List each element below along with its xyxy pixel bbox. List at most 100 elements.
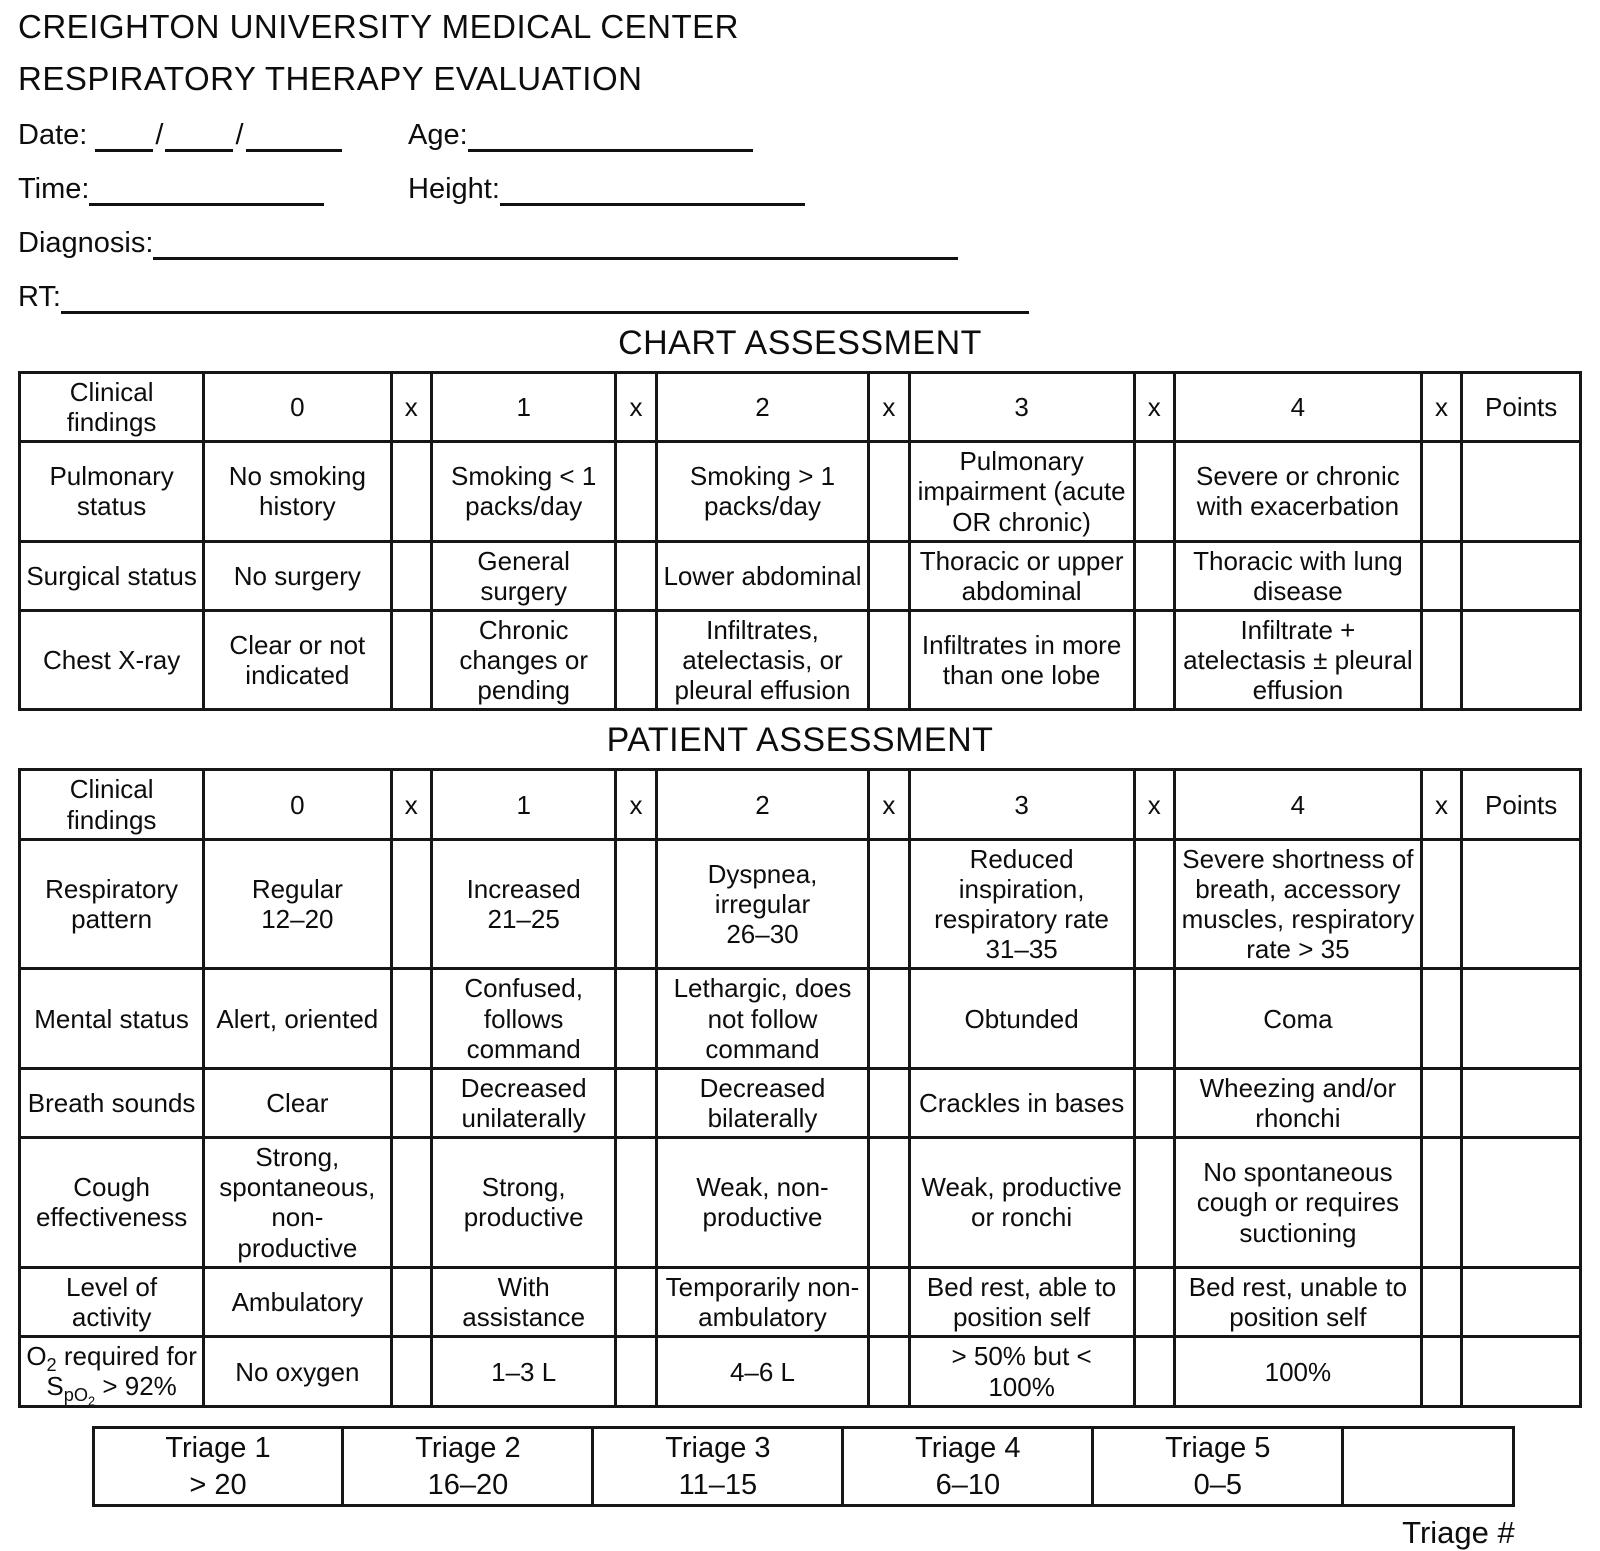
multiplier-input-cell[interactable] xyxy=(614,608,658,712)
multiplier-input-cell[interactable] xyxy=(1419,1136,1464,1269)
col-header-score-4: 4 xyxy=(1173,370,1423,444)
score-description-cell: Strong, productive xyxy=(430,1136,618,1269)
triage-name: Triage 5 xyxy=(1165,1432,1271,1465)
multiplier-input-cell[interactable] xyxy=(1132,440,1177,543)
multiplier-input-cell[interactable] xyxy=(614,837,658,971)
triage-cell: Triage 1 > 20 xyxy=(91,1426,345,1508)
multiplier-input-cell[interactable] xyxy=(1132,837,1177,971)
multiplier-input-cell[interactable] xyxy=(1419,608,1464,712)
multiplier-input-cell[interactable] xyxy=(1132,539,1177,612)
height-blank[interactable] xyxy=(499,172,805,206)
score-description-cell: With assistance xyxy=(430,1265,618,1339)
points-input-cell[interactable] xyxy=(1460,440,1582,543)
multiplier-input-cell[interactable] xyxy=(389,1136,434,1269)
multiplier-input-cell[interactable] xyxy=(867,608,911,712)
age-blank[interactable] xyxy=(467,118,753,152)
col-header-x: x xyxy=(867,768,911,841)
score-description-cell: Weak, productive or ronchi xyxy=(907,1136,1136,1269)
multiplier-input-cell[interactable] xyxy=(1419,1335,1464,1409)
score-description-cell: Weak, non- productive xyxy=(654,1136,871,1269)
multiplier-input-cell[interactable] xyxy=(1132,967,1177,1070)
date-slash: / xyxy=(235,118,244,151)
time-blank[interactable] xyxy=(89,172,325,206)
multiplier-input-cell[interactable] xyxy=(1419,837,1464,971)
multiplier-input-cell[interactable] xyxy=(1419,967,1464,1070)
points-input-cell[interactable] xyxy=(1460,1136,1582,1269)
col-header-x: x xyxy=(614,370,658,444)
multiplier-input-cell[interactable] xyxy=(867,1066,911,1140)
triage-name: Triage 2 xyxy=(415,1432,521,1465)
points-input-cell[interactable] xyxy=(1460,967,1582,1070)
multiplier-input-cell[interactable] xyxy=(867,1265,911,1339)
col-header-score-0: 0 xyxy=(202,370,393,444)
multiplier-input-cell[interactable] xyxy=(389,608,434,712)
multiplier-input-cell[interactable] xyxy=(389,967,434,1070)
points-input-cell[interactable] xyxy=(1460,837,1582,971)
col-header-x: x xyxy=(867,370,911,444)
multiplier-input-cell[interactable] xyxy=(389,837,434,971)
patient-assessment-table: Clinical findings 0 x 1 x 2 x 3 x 4 x Po… xyxy=(17,768,1582,1409)
col-header-clinical-findings: Clinical findings xyxy=(17,768,206,841)
multiplier-input-cell[interactable] xyxy=(389,1066,434,1140)
patient-assessment-heading: PATIENT ASSESSMENT xyxy=(606,721,994,760)
points-input-cell[interactable] xyxy=(1460,1335,1582,1409)
multiplier-input-cell[interactable] xyxy=(614,1335,658,1409)
date-month-blank[interactable] xyxy=(95,118,154,152)
score-description-cell: Crackles in bases xyxy=(907,1066,1136,1140)
height-field: Height: xyxy=(408,172,805,206)
multiplier-input-cell[interactable] xyxy=(1132,1066,1177,1140)
multiplier-input-cell[interactable] xyxy=(614,967,658,1070)
points-input-cell[interactable] xyxy=(1460,1066,1582,1140)
triage-cell: Triage 3 11–15 xyxy=(591,1426,845,1508)
multiplier-input-cell[interactable] xyxy=(614,1265,658,1339)
triage-range: 16–20 xyxy=(427,1468,509,1501)
col-header-points: Points xyxy=(1460,768,1582,841)
page-title: RESPIRATORY THERAPY EVALUATION xyxy=(18,59,643,97)
multiplier-input-cell[interactable] xyxy=(1132,608,1177,712)
triage-score-input-cell[interactable] xyxy=(1341,1426,1515,1508)
multiplier-input-cell[interactable] xyxy=(389,1335,434,1409)
score-description-cell: Coma xyxy=(1173,967,1423,1070)
multiplier-input-cell[interactable] xyxy=(389,539,434,612)
patient-table-header: Clinical findings 0 x 1 x 2 x 3 x 4 x Po… xyxy=(17,768,1582,841)
date-day-blank[interactable] xyxy=(165,118,234,152)
points-input-cell[interactable] xyxy=(1460,608,1582,712)
multiplier-input-cell[interactable] xyxy=(1132,1136,1177,1269)
score-description-cell: Reduced inspiration, respiratory rate 31… xyxy=(907,837,1136,971)
col-header-score-2: 2 xyxy=(654,370,871,444)
multiplier-input-cell[interactable] xyxy=(1419,1265,1464,1339)
triage-name: Triage 4 xyxy=(915,1432,1021,1465)
multiplier-input-cell[interactable] xyxy=(1419,1066,1464,1140)
multiplier-input-cell[interactable] xyxy=(614,1136,658,1269)
multiplier-input-cell[interactable] xyxy=(867,440,911,543)
col-header-clinical-findings: Clinical findings xyxy=(17,370,206,444)
multiplier-input-cell[interactable] xyxy=(614,1066,658,1140)
score-description-cell: Chronic changes or pending xyxy=(430,608,618,712)
col-header-x: x xyxy=(389,768,434,841)
row-label: Pulmonary status xyxy=(17,440,206,543)
time-label: Time: xyxy=(18,172,90,205)
multiplier-input-cell[interactable] xyxy=(1419,440,1464,543)
height-label: Height: xyxy=(408,172,500,205)
date-year-blank[interactable] xyxy=(245,118,342,152)
multiplier-input-cell[interactable] xyxy=(614,539,658,612)
points-input-cell[interactable] xyxy=(1460,539,1582,612)
multiplier-input-cell[interactable] xyxy=(1419,539,1464,612)
multiplier-input-cell[interactable] xyxy=(867,1136,911,1269)
age-label: Age: xyxy=(408,118,468,151)
multiplier-input-cell[interactable] xyxy=(1132,1335,1177,1409)
diagnosis-blank[interactable] xyxy=(153,226,959,260)
multiplier-input-cell[interactable] xyxy=(867,539,911,612)
date-slash: / xyxy=(155,118,164,151)
multiplier-input-cell[interactable] xyxy=(614,440,658,543)
rt-blank[interactable] xyxy=(60,280,1029,314)
multiplier-input-cell[interactable] xyxy=(867,837,911,971)
multiplier-input-cell[interactable] xyxy=(1132,1265,1177,1339)
multiplier-input-cell[interactable] xyxy=(867,967,911,1070)
multiplier-input-cell[interactable] xyxy=(867,1335,911,1409)
multiplier-input-cell[interactable] xyxy=(389,440,434,543)
points-input-cell[interactable] xyxy=(1460,1265,1582,1339)
score-description-cell: Strong, spontaneous, non- productive xyxy=(202,1136,393,1269)
multiplier-input-cell[interactable] xyxy=(389,1265,434,1339)
score-description-cell: Decreased bilaterally xyxy=(654,1066,871,1140)
